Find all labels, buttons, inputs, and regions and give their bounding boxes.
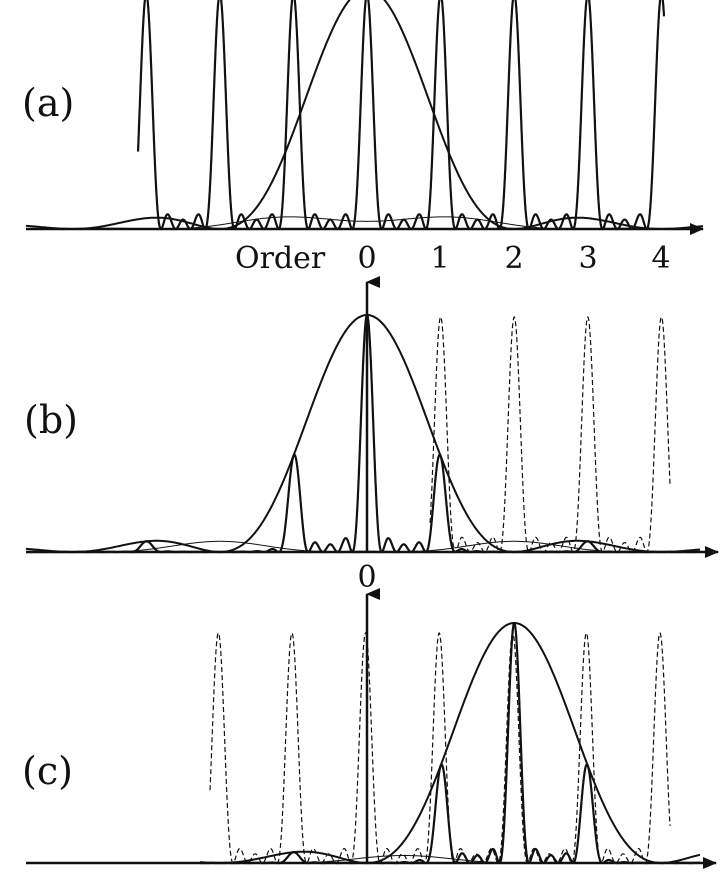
panel-b-label: (b) (24, 398, 78, 442)
panel-c-dashed-comb (209, 632, 671, 864)
order-label-0: 0 (357, 241, 377, 276)
panel-c-graph (26, 588, 717, 869)
panel-a-label: (a) (22, 81, 75, 125)
panel-b-dashed-comb (429, 316, 671, 553)
panel-a-comb-pattern (136, 0, 666, 231)
order-axis-word: Order (235, 241, 326, 276)
panel-c-label: (c) (22, 749, 73, 793)
panel-b-order-label-0: 0 (357, 560, 377, 595)
order-label-2: 2 (504, 241, 524, 276)
panel-a-graph (25, 0, 704, 235)
panel-b-envelope (26, 314, 701, 553)
order-label-3: 3 (578, 241, 598, 276)
order-label-1: 1 (430, 241, 450, 276)
panel-b-graph (26, 276, 719, 558)
panel-b-solid-pattern (26, 313, 700, 554)
order-label-4: 4 (651, 241, 671, 276)
panel-c-envelope (199, 622, 701, 864)
panel-a-envelope (25, 0, 704, 230)
